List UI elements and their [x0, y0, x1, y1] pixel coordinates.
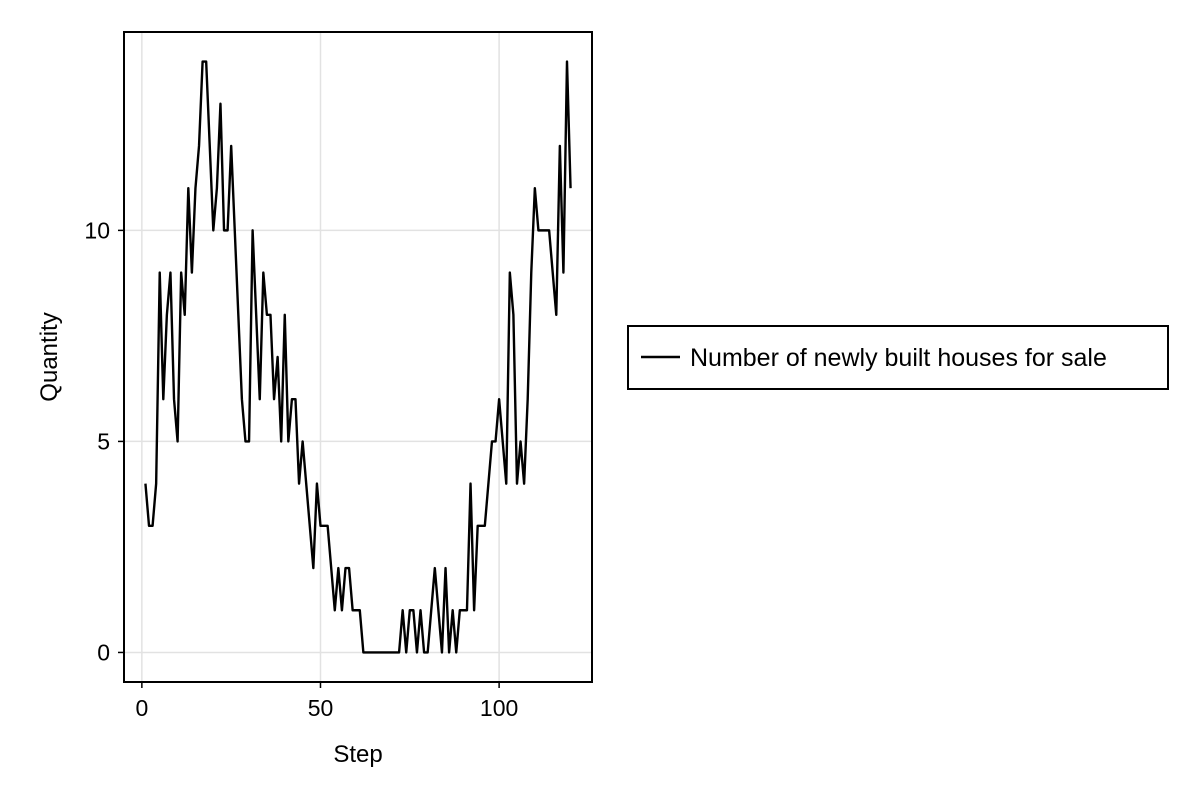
axis-ticks: 0 50 100 0 5 10 [84, 217, 518, 721]
y-tick-label: 5 [97, 428, 110, 454]
x-tick-label: 100 [480, 695, 518, 721]
series-layer [144, 60, 572, 654]
legend: Number of newly built houses for sale [627, 325, 1169, 390]
legend-label: Number of newly built houses for sale [690, 344, 1107, 372]
grid-lines [124, 32, 592, 682]
x-axis-title: Step [333, 741, 382, 768]
series-line-newly-built-houses [144, 60, 572, 654]
y-tick-label: 10 [84, 217, 110, 243]
plot-area-frame [123, 31, 593, 683]
y-axis-title: Quantity [36, 312, 63, 401]
x-tick-label: 0 [135, 695, 148, 721]
x-tick-label: 50 [308, 695, 334, 721]
y-tick-label: 0 [97, 639, 110, 665]
legend-box [627, 325, 1169, 390]
